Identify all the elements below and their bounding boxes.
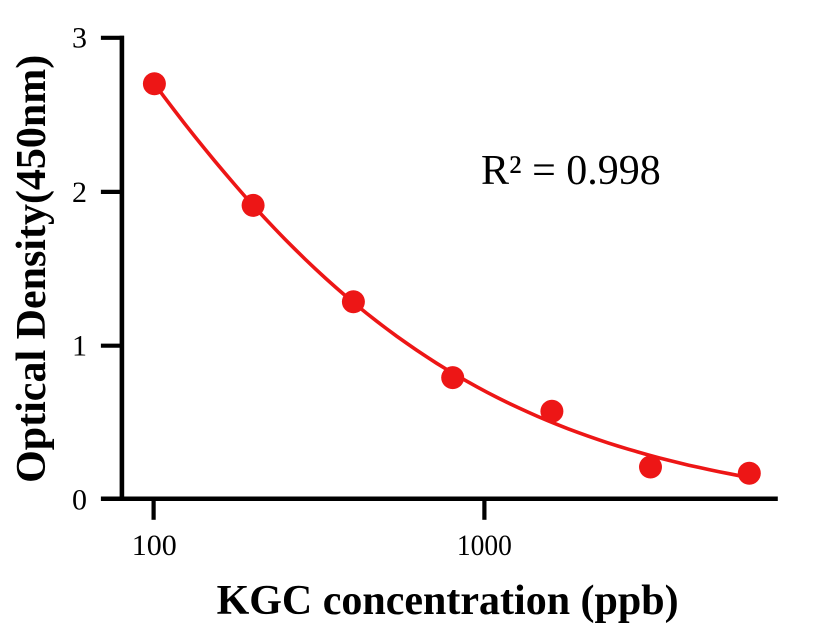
svg-text:Optical Density(450nm): Optical Density(450nm) bbox=[9, 55, 55, 483]
svg-text:100: 100 bbox=[132, 529, 177, 562]
svg-text:1: 1 bbox=[72, 330, 87, 363]
svg-text:0: 0 bbox=[72, 483, 87, 516]
svg-text:3: 3 bbox=[72, 22, 87, 55]
svg-text:2: 2 bbox=[72, 176, 87, 209]
svg-text:R² = 0.998: R² = 0.998 bbox=[481, 148, 661, 194]
svg-text:KGC concentration (ppb): KGC concentration (ppb) bbox=[217, 578, 679, 624]
svg-text:1000: 1000 bbox=[457, 529, 512, 562]
